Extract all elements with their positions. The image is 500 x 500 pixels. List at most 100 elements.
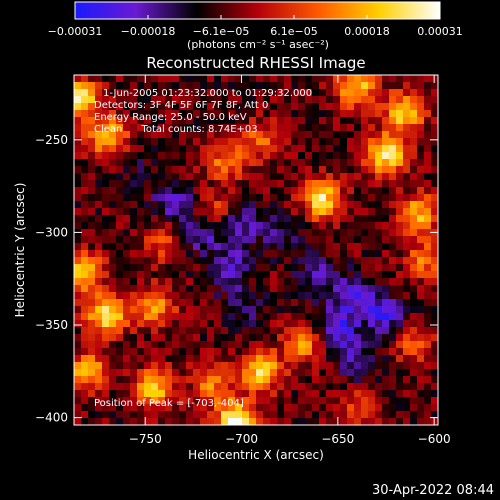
heatmap-pixel [81, 138, 89, 146]
heatmap-pixel [207, 320, 215, 328]
heatmap-pixel [298, 390, 306, 398]
heatmap-pixel [207, 75, 215, 83]
heatmap-pixel [179, 376, 187, 384]
heatmap-pixel [81, 376, 89, 384]
heatmap-pixel [417, 383, 425, 391]
heatmap-pixel [389, 299, 397, 307]
heatmap-pixel [200, 278, 208, 286]
heatmap-pixel [284, 187, 292, 195]
heatmap-pixel [319, 117, 327, 125]
heatmap-pixel [333, 89, 341, 97]
heatmap-pixel [298, 103, 306, 111]
heatmap-pixel [109, 89, 117, 97]
heatmap-pixel [410, 243, 418, 251]
heatmap-pixel [116, 145, 124, 153]
heatmap-pixel [424, 138, 432, 146]
heatmap-pixel [347, 341, 355, 349]
heatmap-pixel [165, 306, 173, 314]
heatmap-pixel [431, 348, 439, 356]
heatmap-pixel [417, 222, 425, 230]
heatmap-pixel [284, 404, 292, 412]
heatmap-pixel [179, 166, 187, 174]
heatmap-pixel [270, 390, 278, 398]
heatmap-pixel [284, 271, 292, 279]
heatmap-pixel [305, 194, 313, 202]
heatmap-pixel [396, 390, 404, 398]
heatmap-pixel [102, 229, 110, 237]
heatmap-pixel [424, 306, 432, 314]
heatmap-pixel [277, 159, 285, 167]
heatmap-pixel [74, 397, 82, 405]
heatmap-pixel [368, 404, 376, 412]
heatmap-pixel [193, 390, 201, 398]
heatmap-pixel [256, 236, 264, 244]
heatmap-pixel [200, 411, 208, 419]
heatmap-pixel [382, 264, 390, 272]
heatmap-pixel [368, 348, 376, 356]
heatmap-pixel [109, 173, 117, 181]
heatmap-pixel [179, 138, 187, 146]
heatmap-pixel [410, 222, 418, 230]
heatmap-pixel [340, 271, 348, 279]
heatmap-pixel [123, 152, 131, 160]
heatmap-pixel [95, 313, 103, 321]
heatmap-pixel [144, 208, 152, 216]
heatmap-pixel [284, 82, 292, 90]
heatmap-pixel [179, 208, 187, 216]
heatmap-pixel [256, 348, 264, 356]
heatmap-pixel [165, 145, 173, 153]
heatmap-pixel [102, 89, 110, 97]
heatmap-pixel [214, 299, 222, 307]
heatmap-pixel [193, 96, 201, 104]
heatmap-pixel [151, 194, 159, 202]
heatmap-pixel [235, 152, 243, 160]
heatmap-pixel [389, 110, 397, 118]
heatmap-pixel [340, 397, 348, 405]
heatmap-pixel [424, 313, 432, 321]
heatmap-pixel [340, 138, 348, 146]
heatmap-pixel [410, 411, 418, 419]
heatmap-pixel [340, 327, 348, 335]
heatmap-pixel [88, 348, 96, 356]
heatmap-pixel [256, 215, 264, 223]
heatmap-pixel [277, 292, 285, 300]
heatmap-pixel [95, 362, 103, 370]
heatmap-pixel [221, 201, 229, 209]
heatmap-pixel [109, 194, 117, 202]
heatmap-pixel [403, 180, 411, 188]
heatmap-pixel [284, 383, 292, 391]
heatmap-pixel [95, 355, 103, 363]
heatmap-pixel [123, 390, 131, 398]
heatmap-pixel [81, 166, 89, 174]
heatmap-pixel [137, 89, 145, 97]
heatmap-pixel [102, 292, 110, 300]
heatmap-pixel [361, 369, 369, 377]
heatmap-pixel [319, 355, 327, 363]
heatmap-pixel [382, 348, 390, 356]
heatmap-pixel [200, 110, 208, 118]
heatmap-pixel [263, 285, 271, 293]
heatmap-pixel [375, 103, 383, 111]
heatmap-pixel [403, 145, 411, 153]
heatmap-pixel [382, 117, 390, 125]
heatmap-pixel [284, 264, 292, 272]
heatmap-pixel [221, 117, 229, 125]
heatmap-pixel [347, 201, 355, 209]
heatmap-pixel [389, 313, 397, 321]
heatmap-pixel [319, 376, 327, 384]
heatmap-pixel [389, 362, 397, 370]
heatmap-pixel [291, 124, 299, 132]
heatmap-pixel [354, 236, 362, 244]
heatmap-pixel [130, 124, 138, 132]
heatmap-pixel [109, 404, 117, 412]
heatmap-pixel [235, 229, 243, 237]
heatmap-pixel [417, 96, 425, 104]
heatmap-pixel [263, 348, 271, 356]
heatmap-pixel [298, 327, 306, 335]
heatmap-pixel [256, 187, 264, 195]
heatmap-pixel [165, 173, 173, 181]
colorbar-tick-label: −0.00018 [121, 25, 176, 38]
heatmap-pixel [249, 390, 257, 398]
heatmap-pixel [186, 285, 194, 293]
heatmap-pixel [417, 208, 425, 216]
